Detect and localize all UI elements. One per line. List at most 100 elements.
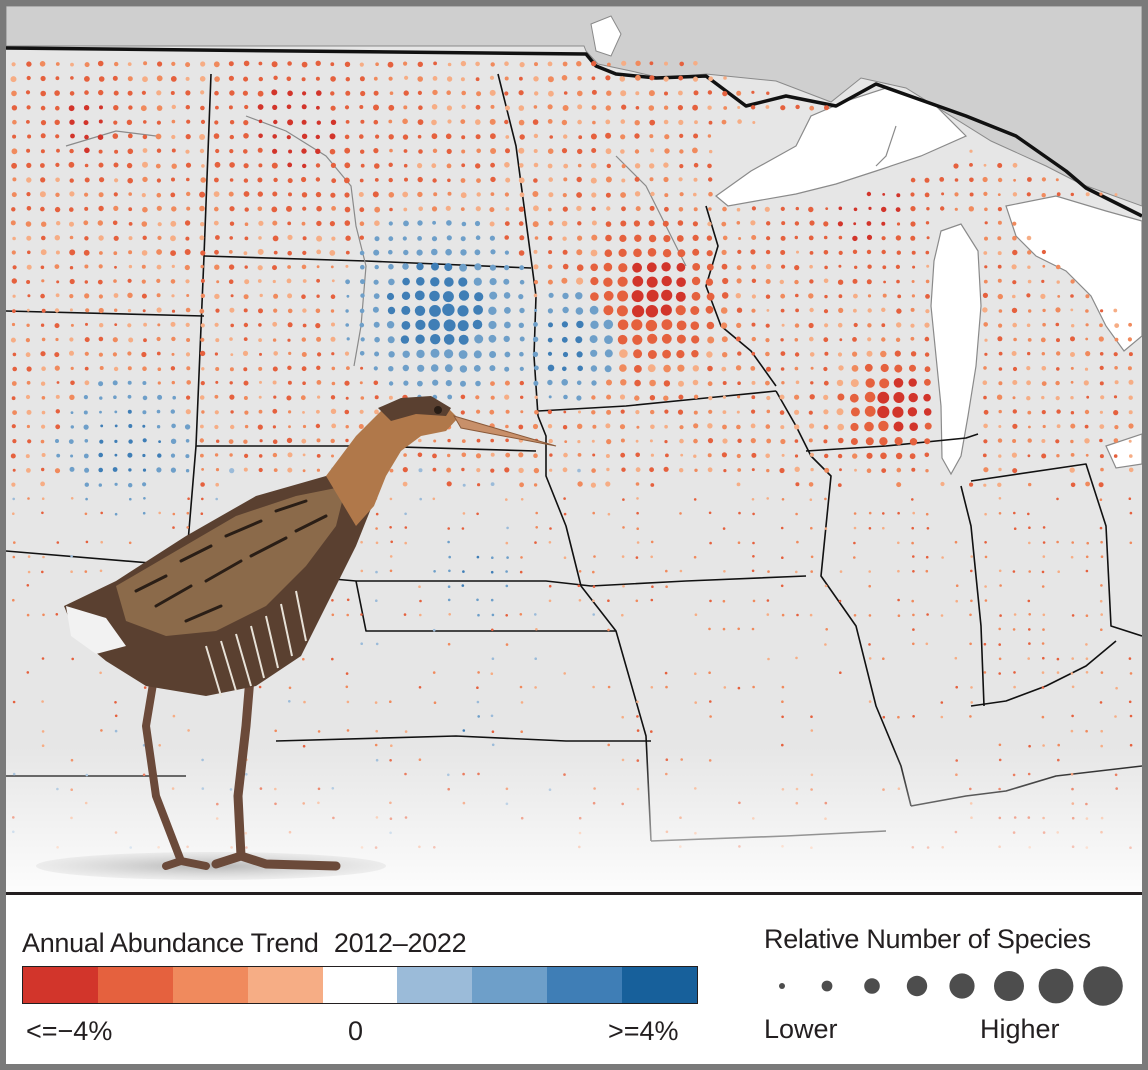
trend-dot: [214, 177, 219, 183]
trend-dot: [750, 249, 756, 255]
trend-dot: [445, 248, 452, 256]
trend-dot: [26, 105, 31, 110]
trend-dot: [373, 90, 379, 96]
trend-dot: [99, 323, 104, 328]
trend-dot: [1027, 657, 1030, 660]
trend-dot: [1128, 352, 1133, 357]
trend-dot: [810, 526, 813, 530]
trend-dot: [373, 366, 378, 371]
trend-dot: [418, 585, 421, 588]
trend-dot: [215, 338, 220, 343]
trend-dot: [186, 177, 190, 182]
trend-dot: [1129, 672, 1133, 675]
trend-dot: [621, 715, 624, 719]
trend-dot: [54, 264, 60, 269]
trend-dot: [375, 62, 379, 66]
trend-dot: [185, 149, 190, 154]
trend-dot: [360, 149, 365, 154]
trend-dot: [650, 409, 655, 415]
trend-dot: [691, 335, 700, 344]
trend-dot: [591, 468, 596, 473]
trend-dot: [1070, 453, 1075, 457]
trend-dot: [534, 62, 538, 67]
trend-dot: [866, 468, 872, 474]
trend-dot: [171, 294, 175, 298]
trend-dot: [417, 61, 423, 67]
trend-dot: [461, 452, 467, 458]
trend-dot: [156, 467, 162, 473]
trend-dot: [346, 337, 350, 341]
trend-dot: [780, 105, 786, 111]
trend-dot: [954, 540, 958, 544]
trend-dot: [1041, 570, 1045, 574]
trend-dot: [461, 584, 465, 587]
trend-dot: [723, 570, 726, 573]
trend-dot: [692, 365, 699, 372]
trend-dot: [200, 222, 205, 227]
trend-dot: [1100, 628, 1103, 631]
trend-dot: [418, 468, 423, 473]
trend-dot: [374, 163, 380, 169]
trend-dot: [200, 61, 206, 67]
trend-dot: [447, 540, 450, 544]
trend-dot: [691, 276, 701, 286]
trend-dot: [853, 512, 857, 515]
trend-dot: [620, 452, 626, 458]
trend-dot: [317, 352, 322, 357]
trend-dot: [416, 249, 423, 256]
trend-dot: [315, 76, 320, 81]
trend-dot: [547, 424, 553, 429]
trend-dot: [591, 148, 597, 153]
trend-dot: [665, 585, 668, 588]
trend-dot: [646, 289, 659, 302]
trend-dot: [403, 149, 408, 153]
trend-dot: [114, 439, 118, 443]
size-low-label: Lower: [764, 1014, 838, 1044]
trend-dot: [505, 541, 509, 545]
trend-dot: [25, 338, 30, 343]
trend-dot: [823, 424, 829, 430]
trend-dot: [752, 685, 755, 689]
trend-dot: [98, 336, 104, 342]
trend-dot: [909, 453, 916, 460]
trend-dot: [707, 221, 712, 227]
trend-dot: [40, 381, 46, 386]
trend-dot: [897, 294, 902, 299]
trend-dot: [25, 394, 31, 400]
trend-dot: [809, 307, 814, 313]
trend-dot: [13, 541, 16, 544]
trend-dot: [620, 379, 627, 386]
trend-dot: [519, 307, 525, 314]
trend-dot: [926, 236, 930, 240]
trend-dot: [969, 177, 974, 183]
trend-dot: [171, 336, 176, 342]
trend-dot: [490, 395, 495, 400]
trend-dot: [388, 263, 394, 270]
trend-dot: [40, 75, 46, 82]
trend-dot: [592, 585, 596, 588]
trend-dot: [40, 293, 45, 299]
trend-dot: [634, 395, 640, 401]
trend-dot: [490, 482, 495, 486]
trend-dot: [1128, 379, 1134, 385]
trend-dot: [433, 701, 437, 704]
trend-dot: [1085, 192, 1090, 197]
trend-dot: [374, 178, 379, 182]
trend-dot: [795, 308, 799, 313]
trend-dot: [1099, 498, 1103, 502]
trend-dot: [924, 452, 930, 458]
trend-dot: [1098, 482, 1104, 488]
trend-dot: [1099, 526, 1103, 530]
trend-dot: [649, 439, 653, 443]
trend-dot: [213, 220, 219, 226]
trend-dot: [1083, 380, 1089, 386]
trend-dot: [1099, 701, 1103, 704]
trend-dot: [84, 90, 89, 95]
trend-dot: [360, 90, 366, 97]
trend-dot: [997, 177, 1003, 183]
trend-dot: [415, 319, 426, 330]
trend-dot: [983, 191, 988, 196]
trend-dot: [781, 264, 786, 269]
trend-dot: [881, 236, 886, 241]
trend-dot: [647, 333, 658, 344]
